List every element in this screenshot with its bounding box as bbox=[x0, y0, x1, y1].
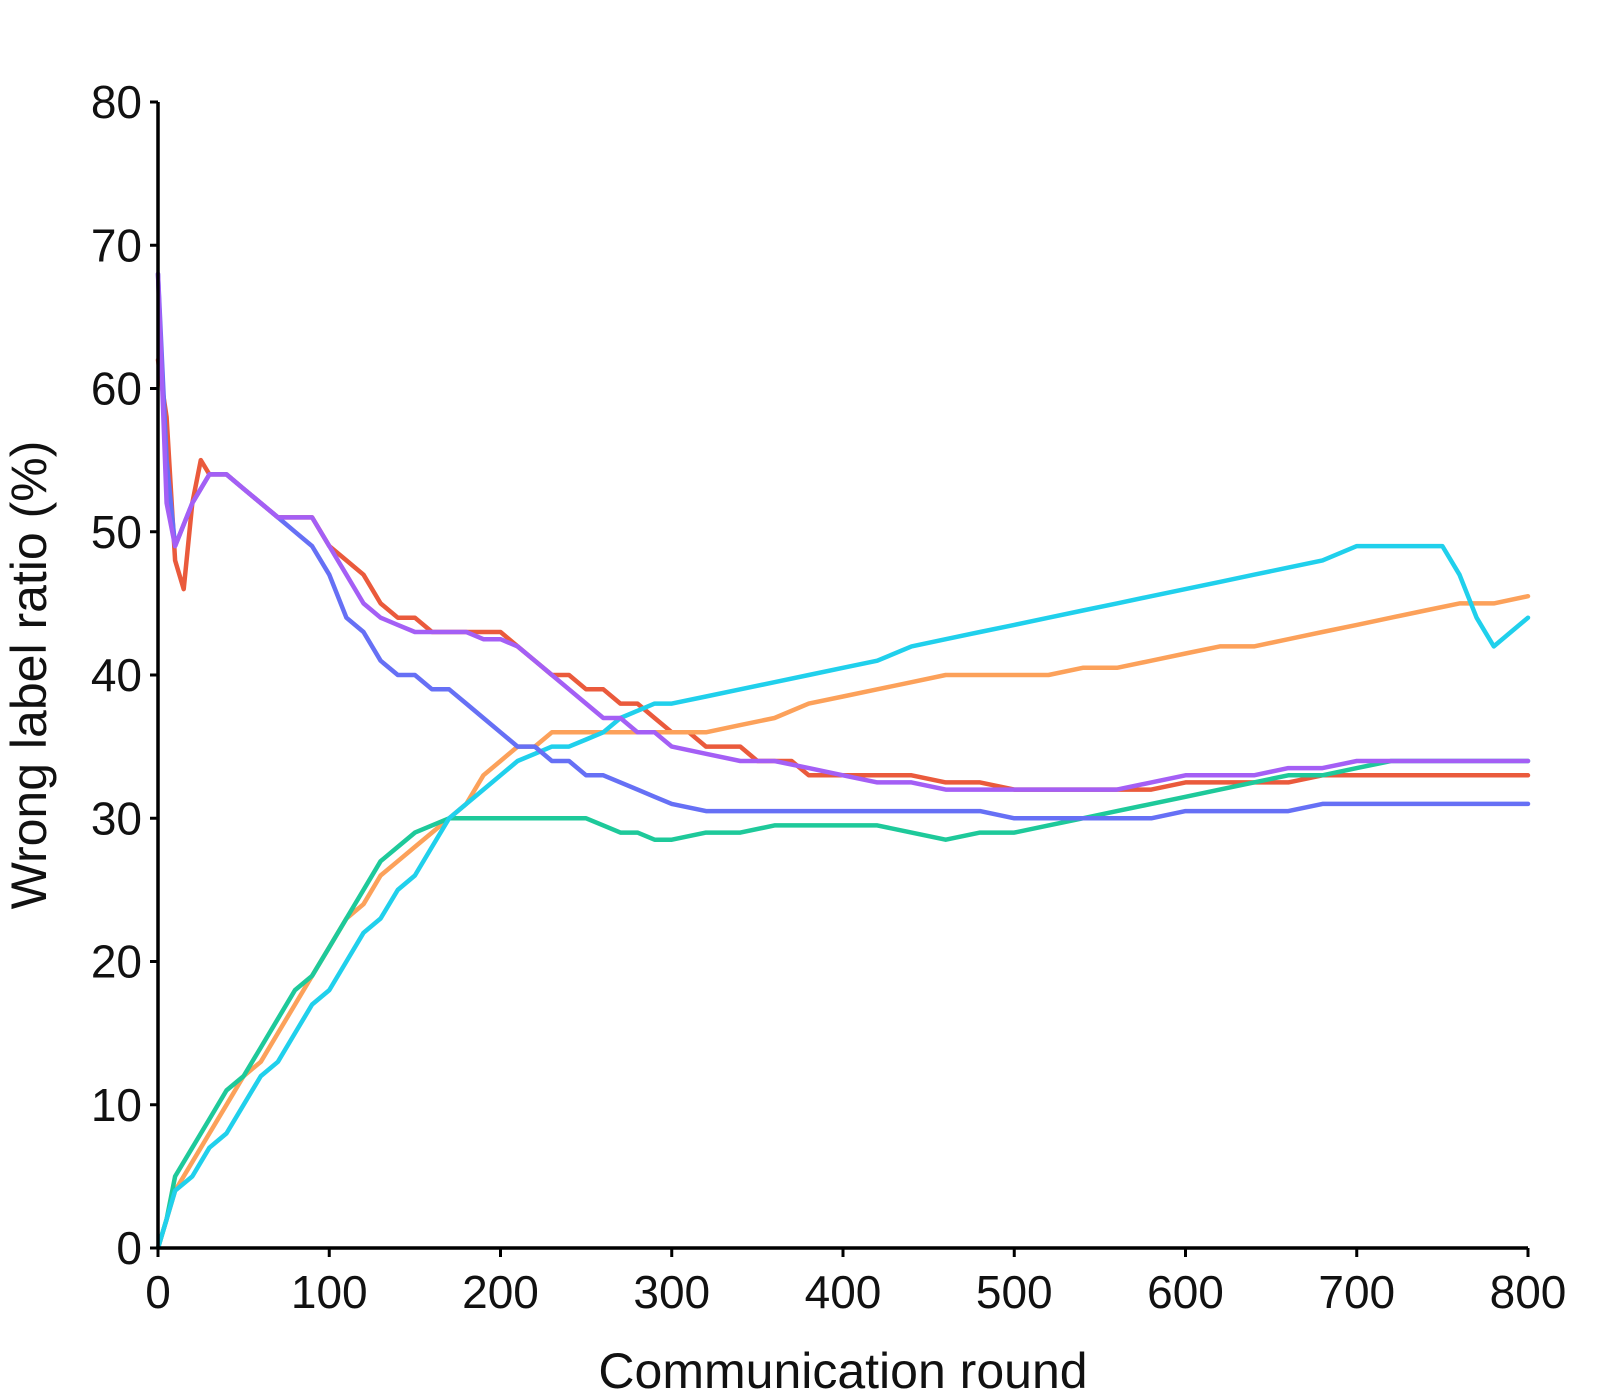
y-tick-label: 70 bbox=[91, 219, 142, 271]
x-tick-label: 800 bbox=[1490, 1266, 1567, 1318]
x-tick-label: 200 bbox=[462, 1266, 539, 1318]
series-line-1 bbox=[155, 357, 1531, 792]
y-tick-label: 60 bbox=[91, 363, 142, 415]
x-tick-label: 500 bbox=[976, 1266, 1053, 1318]
x-tick-label: 300 bbox=[633, 1266, 710, 1318]
x-tick-label: 700 bbox=[1318, 1266, 1395, 1318]
y-tick-label: 30 bbox=[91, 792, 142, 844]
series-line-6 bbox=[155, 271, 1531, 792]
y-tick-label: 0 bbox=[116, 1222, 142, 1274]
series-line-3 bbox=[155, 758, 1531, 1251]
series-line-4 bbox=[155, 543, 1531, 1251]
series-layer bbox=[155, 271, 1531, 1251]
x-axis-ticks: 0 100 200 300 400 500 600 700 800 bbox=[145, 1248, 1566, 1318]
series-line-2 bbox=[155, 593, 1531, 1251]
x-tick-label: 400 bbox=[805, 1266, 882, 1318]
x-tick-label: 600 bbox=[1147, 1266, 1224, 1318]
y-tick-label: 10 bbox=[91, 1079, 142, 1131]
y-tick-label: 20 bbox=[91, 936, 142, 988]
x-tick-label: 100 bbox=[291, 1266, 368, 1318]
series-line-5 bbox=[155, 271, 1531, 821]
y-tick-label: 50 bbox=[91, 506, 142, 558]
y-tick-label: 80 bbox=[91, 76, 142, 128]
x-axis-label: Communication round bbox=[598, 1343, 1087, 1399]
y-axis-ticks: 0 10 20 30 40 50 60 70 80 bbox=[91, 76, 158, 1274]
y-tick-label: 40 bbox=[91, 649, 142, 701]
x-tick-label: 0 bbox=[145, 1266, 171, 1318]
y-axis-label: Wrong label ratio (%) bbox=[1, 441, 57, 910]
